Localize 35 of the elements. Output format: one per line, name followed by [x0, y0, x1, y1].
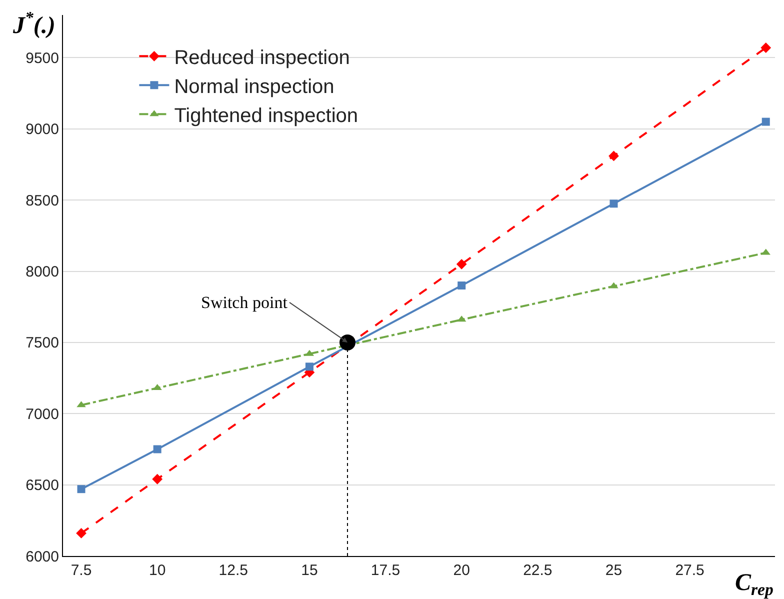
- legend-label: Tightened inspection: [174, 104, 358, 127]
- point: [77, 485, 86, 494]
- point: [76, 528, 86, 538]
- x-tick-label: 12.5: [218, 562, 248, 579]
- x-tick-label: 17.5: [370, 562, 400, 579]
- y-tick-label: 9500: [26, 50, 59, 67]
- y-tick-label: 6500: [26, 477, 59, 494]
- y-tick-label: 9000: [26, 121, 59, 138]
- point: [610, 200, 618, 208]
- x-tick-label: 7.5: [70, 562, 92, 579]
- point: [153, 445, 162, 454]
- x-tick-label: 22.5: [523, 562, 552, 579]
- y-tick-label: 7500: [26, 334, 59, 352]
- point: [608, 150, 619, 162]
- point: [152, 474, 163, 484]
- annotation: Switch point: [201, 293, 288, 312]
- x-axis-title: C$_{rep}$: [735, 570, 774, 599]
- point: [458, 282, 466, 290]
- x-tick-label: 25: [605, 562, 622, 579]
- point: [456, 258, 467, 270]
- legend-label: Normal inspection: [174, 76, 334, 98]
- point: [340, 334, 356, 350]
- point: [762, 118, 770, 126]
- x-tick-label: 27.5: [675, 562, 704, 579]
- x-tick-label: 20: [453, 562, 470, 579]
- y-tick-label: 7000: [26, 406, 59, 423]
- x-tick-label: 15: [301, 562, 318, 579]
- legend-label: Reduced inspection: [174, 46, 350, 69]
- y-axis-title: J$^{*}$(.): [12, 8, 56, 40]
- x-tick-label: 10: [148, 562, 166, 579]
- y-tick-label: 8500: [26, 192, 59, 210]
- point: [760, 42, 772, 53]
- point: [305, 362, 314, 371]
- y-tick-label: 8000: [26, 264, 59, 281]
- y-tick-label: 6000: [26, 548, 59, 566]
